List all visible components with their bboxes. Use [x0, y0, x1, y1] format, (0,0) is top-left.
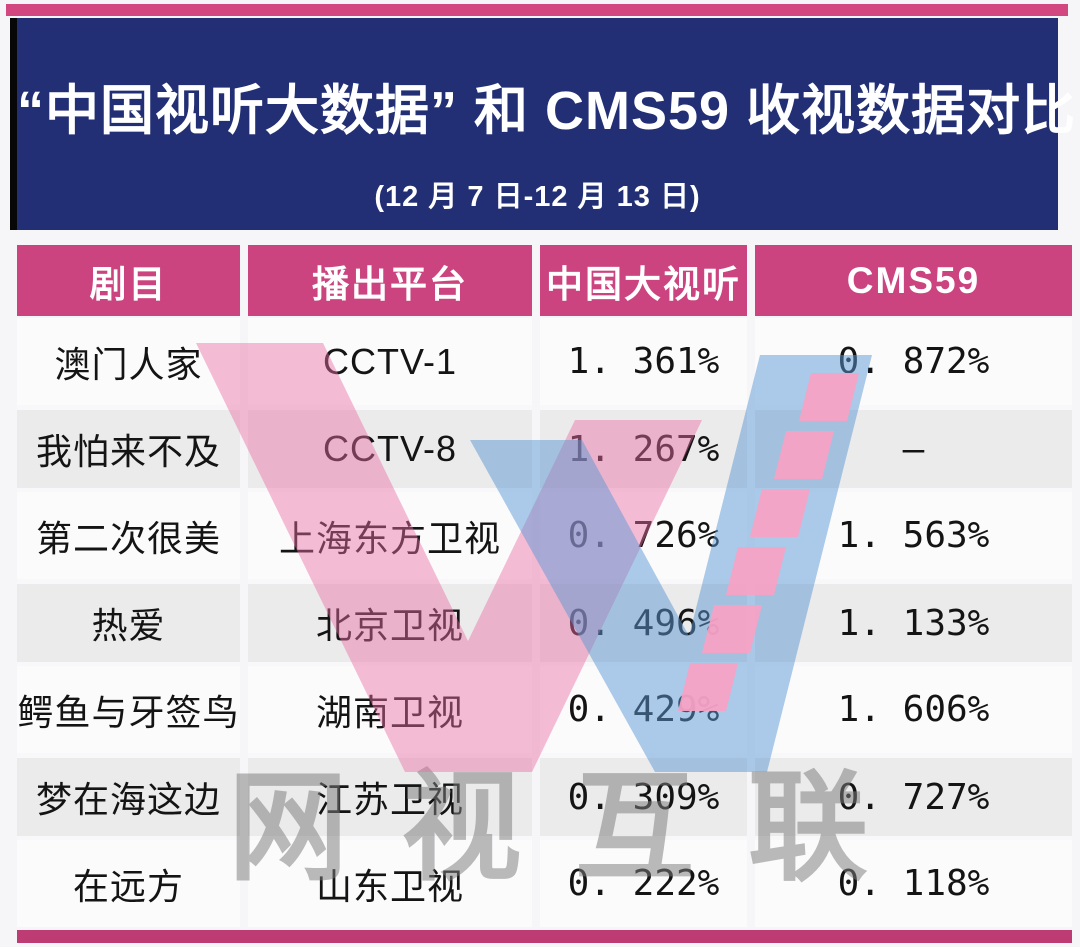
show-name-cell: 鳄鱼与牙签鸟 [17, 666, 240, 753]
show-name-cell: 在远方 [17, 840, 240, 927]
dashiting-rating-cell: 1. 361% [540, 318, 747, 405]
cms59-rating-cell: – [755, 405, 1072, 492]
platform-cell: 上海东方卫视 [248, 492, 532, 579]
table-row: 澳门人家 CCTV-1 1. 361% 0. 872% [17, 318, 1080, 405]
dashiting-rating-cell: 0. 496% [540, 579, 747, 666]
page-title: “中国视听大数据” 和 CMS59 收视数据对比 [17, 81, 1077, 141]
cms59-rating-cell: 1. 563% [755, 492, 1072, 579]
top-accent-bar [6, 4, 1068, 16]
platform-cell: 山东卫视 [248, 840, 532, 927]
table-row: 在远方 山东卫视 0. 222% 0. 118% [17, 840, 1080, 927]
show-name-cell: 澳门人家 [17, 318, 240, 405]
table-header-row: 剧目 播出平台 中国大视听 CMS59 [17, 245, 1080, 316]
bottom-accent-bar [17, 930, 1072, 943]
platform-cell: CCTV-8 [248, 405, 532, 492]
platform-cell: 湖南卫视 [248, 666, 532, 753]
dashiting-rating-cell: 1. 267% [540, 405, 747, 492]
column-header-platform: 播出平台 [248, 245, 532, 316]
platform-cell: CCTV-1 [248, 318, 532, 405]
show-name-cell: 我怕来不及 [17, 405, 240, 492]
show-name-cell: 热爱 [17, 579, 240, 666]
cms59-rating-cell: 0. 872% [755, 318, 1072, 405]
show-name-cell: 第二次很美 [17, 492, 240, 579]
table-row: 我怕来不及 CCTV-8 1. 267% – [17, 405, 1080, 492]
show-name-cell: 梦在海这边 [17, 753, 240, 840]
dashiting-rating-cell: 0. 309% [540, 753, 747, 840]
dashiting-rating-cell: 0. 222% [540, 840, 747, 927]
banner-left-shadow [10, 18, 17, 230]
table-row: 第二次很美 上海东方卫视 0. 726% 1. 563% [17, 492, 1080, 579]
date-range-subtitle: (12 月 7 日-12 月 13 日) [374, 181, 701, 213]
title-banner: “中国视听大数据” 和 CMS59 收视数据对比 (12 月 7 日-12 月 … [17, 18, 1077, 230]
dashiting-rating-cell: 0. 726% [540, 492, 747, 579]
cms59-rating-cell: 1. 606% [755, 666, 1072, 753]
table-body: 澳门人家 CCTV-1 1. 361% 0. 872% 我怕来不及 CCTV-8… [0, 318, 1080, 927]
table-row: 梦在海这边 江苏卫视 0. 309% 0. 727% [17, 753, 1080, 840]
cms59-rating-cell: 0. 118% [755, 840, 1072, 927]
dashiting-rating-cell: 0. 429% [540, 666, 747, 753]
table-row: 鳄鱼与牙签鸟 湖南卫视 0. 429% 1. 606% [17, 666, 1080, 753]
column-header-dashiting: 中国大视听 [540, 245, 747, 316]
column-header-show: 剧目 [17, 245, 240, 316]
table-row: 热爱 北京卫视 0. 496% 1. 133% [17, 579, 1080, 666]
cms59-rating-cell: 1. 133% [755, 579, 1072, 666]
platform-cell: 江苏卫视 [248, 753, 532, 840]
platform-cell: 北京卫视 [248, 579, 532, 666]
column-header-cms59: CMS59 [755, 245, 1072, 316]
cms59-rating-cell: 0. 727% [755, 753, 1072, 840]
